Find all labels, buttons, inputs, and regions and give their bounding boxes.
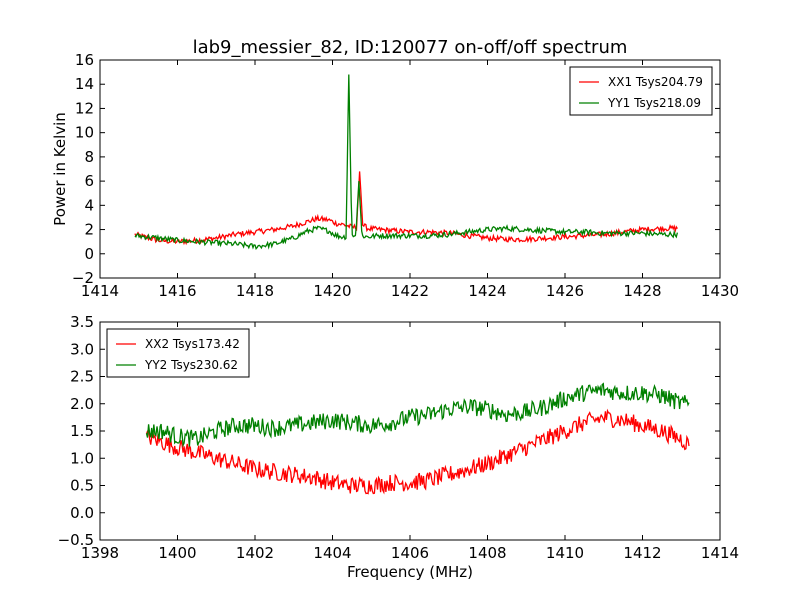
y-tick-label: 1.5 — [70, 422, 94, 440]
series-line-1 — [134, 171, 678, 246]
y-tick-label: −2 — [72, 269, 94, 287]
x-tick-label: 1404 — [313, 544, 351, 562]
x-tick-label: 1400 — [158, 544, 196, 562]
y-tick-label: 8 — [84, 148, 94, 166]
y-tick-label: 10 — [75, 124, 94, 142]
x-tick-label: 1414 — [701, 544, 739, 562]
x-tick-label: 1430 — [701, 282, 739, 300]
legend-box — [569, 66, 713, 116]
y-tick-label: 3.0 — [70, 340, 94, 358]
x-tick-label: 1424 — [468, 282, 506, 300]
y-tick-label: 2.0 — [70, 395, 94, 413]
y-tick-label: 14 — [75, 75, 94, 93]
x-tick-label: 1422 — [391, 282, 429, 300]
x-tick-label: 1402 — [236, 544, 274, 562]
y-tick-label: 16 — [75, 51, 94, 69]
x-tick-label: 1426 — [546, 282, 584, 300]
x-tick-label: 1416 — [158, 282, 196, 300]
x-tick-label: 1414 — [81, 282, 119, 300]
chart-panel-2: 1398 1400 1402 1404 1406 1408 1410 1412 1414 −0.5… — [58, 313, 740, 581]
x-tick-label: 1412 — [623, 544, 661, 562]
y-tick-label: 2.5 — [70, 368, 94, 386]
series-line-1 — [145, 408, 690, 495]
chart-title: lab9_messier_82, ID:120077 on-off/off sp… — [193, 37, 628, 58]
y-tick-label: −0.5 — [58, 531, 94, 549]
x-tick-label: 1408 — [468, 544, 506, 562]
chart-panel-1: 1414 1416 1418 1420 1422 1424 1426 1428 1430−202… — [51, 37, 739, 300]
x-tick-label: 1418 — [236, 282, 274, 300]
y-tick-label: 3.5 — [70, 313, 94, 331]
y-tick-label: 0.5 — [70, 477, 94, 495]
y-tick-label: 0.0 — [70, 504, 94, 522]
y-tick-label: 4 — [84, 196, 94, 214]
series-line-2 — [134, 74, 679, 250]
legend-label-2: YY1 Tsys218.09 — [607, 96, 701, 110]
x-tick-label: 1428 — [623, 282, 661, 300]
series-line-2 — [145, 382, 690, 448]
y-tick-label: 12 — [75, 99, 94, 117]
x-tick-label: 1406 — [391, 544, 429, 562]
x-axis-label: Frequency (MHz) — [347, 563, 473, 581]
y-tick-label: 2 — [84, 221, 94, 239]
x-tick-label: 1398 — [81, 544, 119, 562]
x-tick-label: 1420 — [313, 282, 351, 300]
legend-label-2: YY2 Tsys230.62 — [144, 358, 238, 372]
x-tick-label: 1410 — [546, 544, 584, 562]
legend-label-1: XX1 Tsys204.79 — [608, 75, 703, 89]
legend-label-1: XX2 Tsys173.42 — [145, 337, 240, 351]
legend-box — [106, 328, 250, 378]
y-tick-label: 0 — [84, 245, 94, 263]
y-axis-label: Power in Kelvin — [51, 112, 69, 226]
y-tick-label: 1.0 — [70, 449, 94, 467]
y-tick-label: 6 — [84, 172, 94, 190]
